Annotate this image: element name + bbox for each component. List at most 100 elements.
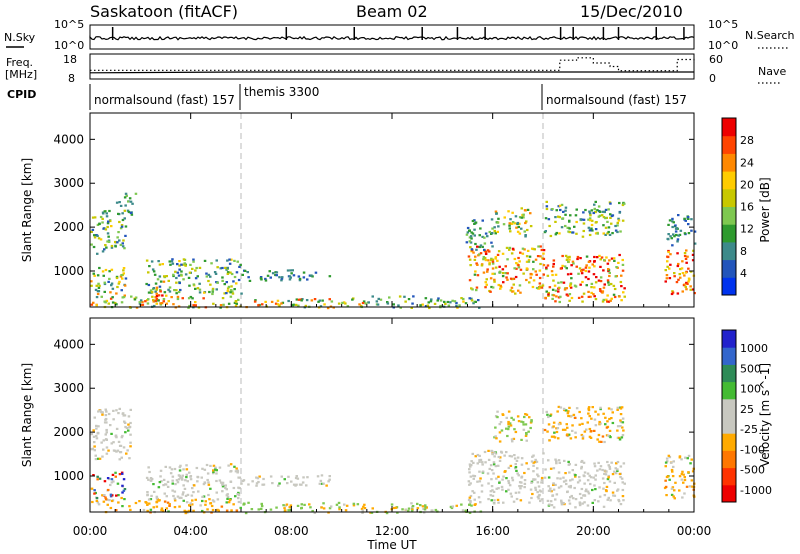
power-cell [491, 245, 494, 248]
power-cell [671, 225, 674, 229]
velocity-cell [369, 511, 372, 514]
power-cell [546, 264, 550, 267]
velocity-cell [567, 485, 571, 488]
velocity-cell [547, 459, 550, 462]
velocity-cell [522, 428, 526, 431]
velocity-colorbar-band [722, 381, 736, 400]
power-cell [451, 299, 454, 302]
velocity-cell [221, 490, 224, 493]
nsky-tick-bottom: 10^0 [54, 39, 84, 52]
power-cell [162, 300, 165, 303]
velocity-cell [596, 438, 599, 441]
power-cell [519, 291, 522, 294]
velocity-cell [95, 434, 98, 438]
velocity-cell [483, 450, 487, 454]
velocity-cell [517, 420, 521, 423]
velocity-cell [607, 434, 610, 437]
velocity-cell [671, 475, 675, 478]
power-cell [134, 296, 138, 299]
velocity-cell [187, 509, 191, 512]
power-cell [187, 306, 190, 309]
power-cell [570, 277, 573, 280]
power-cell [554, 300, 557, 303]
power-cell [563, 265, 567, 268]
velocity-cell [255, 482, 259, 485]
power-cell [172, 274, 175, 278]
power-cell [154, 282, 158, 285]
power-cell [555, 295, 558, 298]
power-cell [607, 268, 610, 271]
power-cell [123, 217, 126, 220]
power-cell [502, 223, 506, 226]
velocity-cell [173, 467, 177, 471]
power-cell [589, 214, 592, 217]
velocity-cell [530, 419, 533, 422]
velocity-cell [566, 490, 569, 494]
power-cell [609, 216, 612, 219]
velocity-cell [509, 464, 513, 467]
power-cell [170, 296, 173, 299]
power-cell [91, 228, 95, 231]
velocity-cell [93, 445, 96, 448]
velocity-cell [616, 408, 619, 411]
velocity-cell [608, 480, 612, 483]
velocity-cell [182, 499, 185, 502]
time-axis-label: Time UT [366, 538, 417, 552]
velocity-cell [478, 454, 481, 457]
nave-tick-top: 60 [709, 53, 723, 66]
power-cell [139, 299, 143, 302]
velocity-cell [473, 503, 476, 506]
power-cell [155, 292, 158, 295]
velocity-cell [507, 481, 511, 485]
velocity-cell [607, 474, 610, 478]
power-cell [486, 270, 489, 273]
power-cell [208, 290, 211, 294]
velocity-cell [514, 430, 518, 434]
velocity-cell [216, 498, 220, 501]
velocity-cell [127, 415, 131, 418]
power-cell [552, 294, 556, 297]
velocity-cell [510, 416, 513, 419]
velocity-cell [597, 461, 600, 464]
power-cell [106, 222, 110, 225]
power-cell [230, 258, 233, 261]
velocity-cell [616, 406, 619, 409]
velocity-cell [184, 494, 188, 497]
velocity-cell [191, 487, 194, 490]
velocity-cell [221, 483, 224, 486]
power-cell [426, 304, 430, 307]
power-cell [207, 273, 211, 276]
velocity-cell [185, 468, 189, 471]
velocity-cell [95, 437, 99, 440]
velocity-cell [619, 425, 622, 428]
velocity-cell [673, 489, 676, 492]
velocity-cell [549, 487, 552, 490]
power-cell [558, 204, 562, 207]
velocity-cell [488, 467, 491, 470]
time-tick-label: 00:00 [677, 524, 712, 538]
power-cell [223, 292, 226, 295]
velocity-cell [552, 425, 555, 428]
power-cell [362, 300, 366, 303]
power-cell [608, 271, 611, 274]
power-cell [237, 298, 240, 301]
velocity-cell [101, 411, 104, 414]
power-cell [506, 258, 509, 261]
velocity-cell [260, 507, 263, 510]
velocity-cell [622, 462, 626, 465]
power-cell [182, 258, 186, 261]
power-cell [237, 278, 241, 282]
velocity-cell [199, 504, 202, 507]
power-cell [576, 257, 579, 261]
velocity-cell [338, 508, 341, 511]
power-cell [673, 235, 676, 238]
velocity-cell [598, 420, 601, 424]
velocity-cell [255, 476, 258, 479]
power-cell [509, 277, 513, 280]
power-cell [664, 280, 667, 283]
velocity-cell [176, 481, 180, 484]
velocity-cell [564, 479, 568, 482]
power-cell [198, 291, 202, 294]
velocity-cell [593, 465, 597, 468]
nsearch-tick-top: 10^5 [708, 18, 738, 31]
